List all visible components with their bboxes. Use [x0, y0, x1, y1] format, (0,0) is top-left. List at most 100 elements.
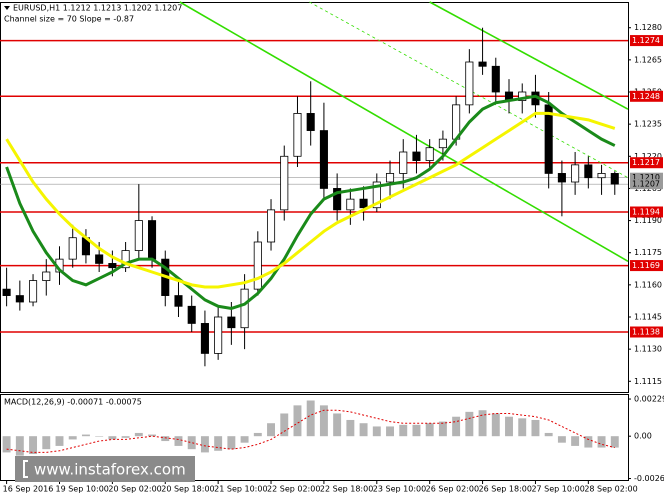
x-tick-label: 22 Sep 18:00 — [320, 485, 373, 494]
macd-bar — [531, 419, 540, 437]
macd-bar — [425, 423, 434, 437]
macd-bar — [505, 416, 513, 437]
y-tick-label: 1.1145 — [634, 313, 662, 322]
x-tick-label: 19 Sep 10:00 — [55, 485, 108, 494]
level-label-box — [630, 206, 663, 218]
menu-arrow — [4, 6, 10, 10]
watermark-box — [15, 456, 195, 482]
candle-body — [399, 151, 408, 174]
x-tick-label: 22 Sep 02:00 — [267, 485, 320, 494]
macd-bar — [121, 436, 130, 438]
macd-bar — [214, 436, 223, 451]
price-label-box — [630, 172, 663, 183]
x-tick-label: 27 Sep 10:00 — [531, 485, 584, 494]
y-tick-label: 1.1130 — [634, 345, 662, 354]
candle-body — [385, 173, 395, 183]
candle-body — [15, 295, 24, 303]
candle-body — [319, 130, 328, 189]
macd-bar — [452, 416, 461, 437]
x-tick-label: 21 Sep 10:00 — [214, 485, 267, 494]
macd-bar — [55, 436, 64, 446]
macd-bar — [412, 424, 421, 437]
candle-body — [108, 263, 117, 269]
price-label: 1.1207 — [632, 180, 660, 189]
y-tick-label: 1.1190 — [634, 216, 662, 225]
chart-title: EURUSD,H1 1.1212 1.1213 1.1202 1.1207 — [13, 4, 182, 13]
macd-bar — [148, 434, 157, 437]
candle-body — [425, 147, 434, 161]
x-tick-label: 26 Sep 18:00 — [479, 485, 532, 494]
macd-bar — [386, 426, 394, 437]
x-tick-label: 20 Sep 18:00 — [161, 485, 214, 494]
candle-body — [187, 305, 196, 324]
level-label: 1.1138 — [632, 328, 660, 337]
macd-bar — [372, 426, 381, 437]
candle-body — [68, 237, 77, 260]
macd-bar — [333, 413, 342, 437]
candle-body — [121, 250, 130, 269]
watermark-bracket — [23, 460, 28, 478]
x-tick-label: 16 Sep 2016 — [3, 485, 54, 494]
candle-body — [2, 288, 11, 296]
macd-bar — [161, 436, 170, 442]
macd-bar — [95, 436, 104, 437]
main-panel — [0, 2, 629, 393]
moving-average — [5, 111, 616, 289]
candle-body — [42, 271, 51, 281]
macd-bar — [571, 436, 580, 446]
macd-bar — [253, 432, 262, 437]
macd-bar — [200, 436, 209, 453]
candle-body — [557, 173, 566, 183]
macd-bar — [359, 423, 368, 437]
candle-body — [134, 220, 143, 251]
y-tick-label: 1.1235 — [634, 120, 662, 129]
candle-body — [518, 91, 527, 101]
macd-bar — [42, 436, 51, 450]
level-label: 1.1169 — [632, 261, 660, 270]
y-tick-label: 1.1115 — [634, 377, 662, 386]
macd-bar — [610, 436, 619, 448]
y-tick-label: 1.1175 — [634, 248, 662, 257]
candle-body — [293, 113, 302, 157]
macd-bar — [346, 419, 355, 437]
level-label-box — [630, 157, 663, 169]
candle-body — [610, 173, 619, 185]
candle-body — [95, 254, 104, 264]
candle-body — [544, 104, 553, 174]
candle-body — [29, 280, 38, 303]
macd-y-tick-label: 0.00229 — [634, 395, 664, 404]
channel-line — [179, 1, 629, 262]
candle-body — [491, 65, 500, 93]
candle-body — [253, 241, 262, 290]
macd-bar — [544, 432, 553, 437]
macd-bar — [465, 411, 474, 437]
x-tick-label: 28 Sep 02:00 — [584, 485, 637, 494]
candle-body — [280, 155, 289, 211]
candle-body — [412, 151, 421, 161]
level-label: 1.1248 — [632, 92, 660, 101]
level-label: 1.1274 — [632, 36, 660, 45]
candle-body — [478, 61, 487, 67]
macd-bar — [29, 436, 38, 455]
macd-bar — [108, 436, 117, 440]
macd-bar — [134, 432, 143, 437]
macd-bar — [584, 436, 593, 448]
y-tick-label: 1.1160 — [634, 280, 662, 289]
macd-bar — [399, 424, 408, 437]
candle-body — [148, 220, 157, 260]
level-label: 1.1194 — [632, 208, 660, 217]
candle-body — [200, 323, 209, 354]
level-label-box — [630, 90, 663, 102]
candle-body — [359, 198, 368, 209]
candle-body — [240, 288, 249, 329]
macd-bar — [280, 413, 289, 437]
macd-bar — [240, 436, 249, 443]
macd-title: MACD(12,26,9) -0.00071 -0.00075 — [4, 398, 142, 407]
x-tick-label: 23 Sep 10:00 — [373, 485, 426, 494]
candle-body — [214, 316, 223, 354]
level-label-box — [630, 35, 663, 47]
macd-bar — [557, 436, 566, 443]
macd-bar — [267, 423, 275, 437]
x-tick-label: 20 Sep 02:00 — [108, 485, 161, 494]
macd-bar — [438, 421, 447, 437]
